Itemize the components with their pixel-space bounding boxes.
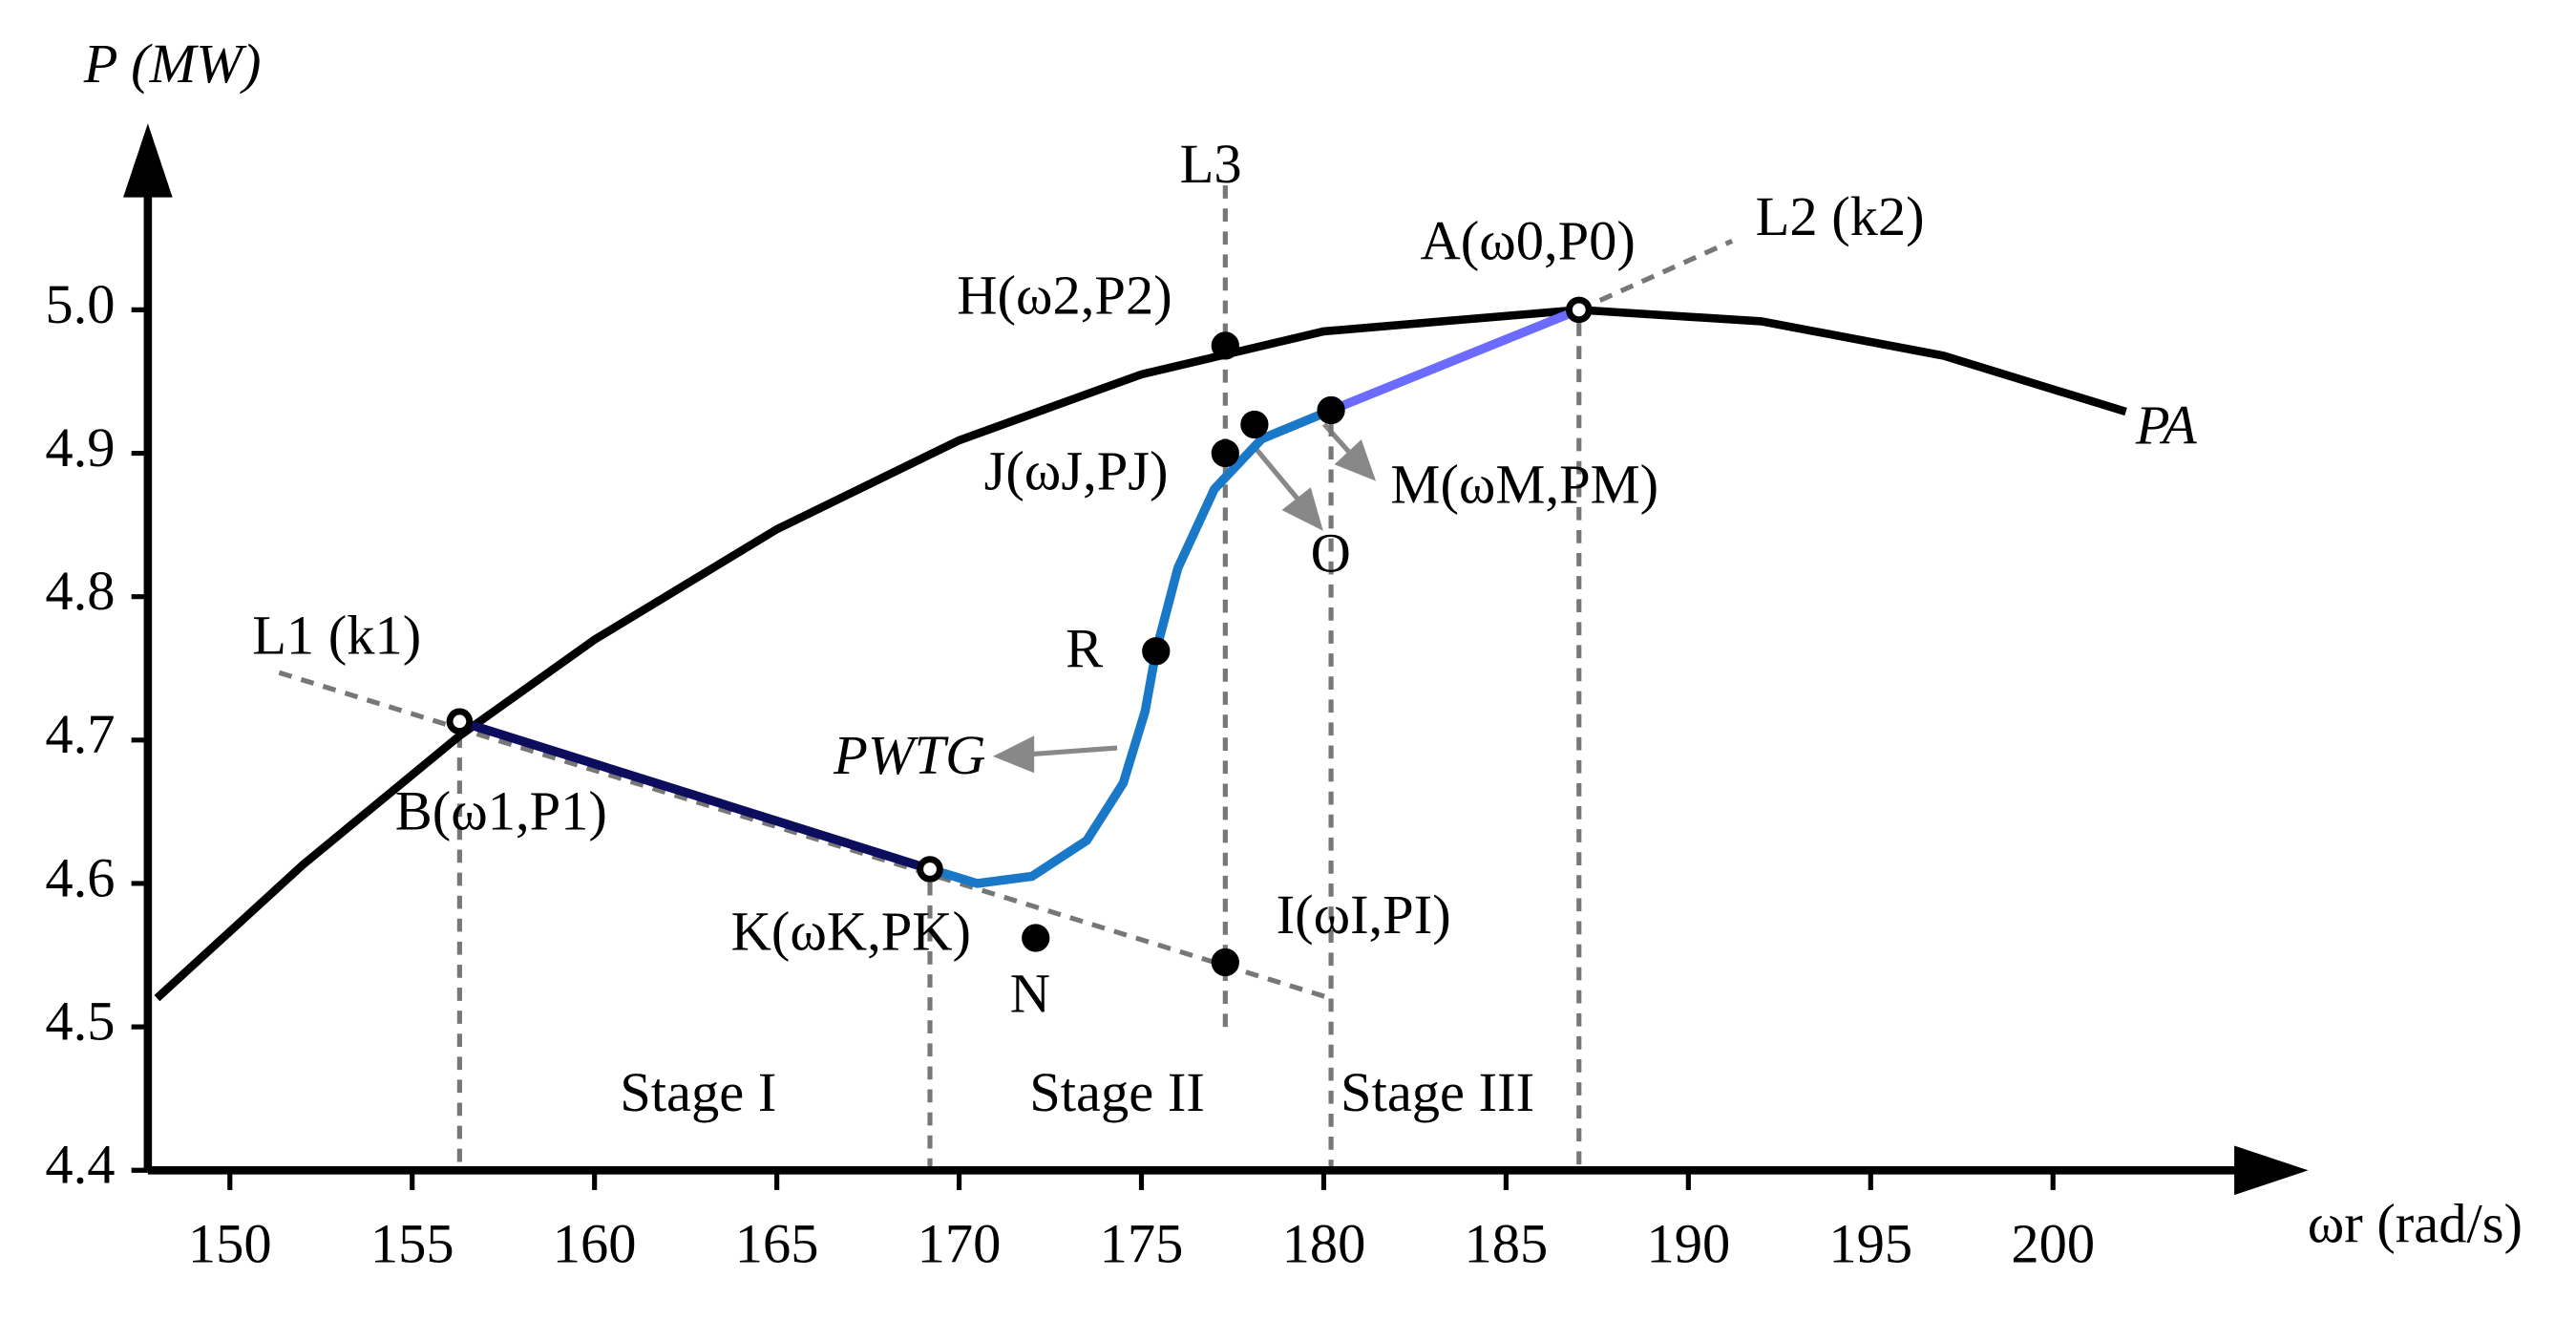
series-line	[1329, 306, 1581, 415]
x-tick-label: 190	[1646, 1212, 1730, 1274]
series-line	[457, 716, 932, 874]
point	[917, 856, 943, 883]
reference-label: L2 (k2)	[1756, 185, 1925, 247]
x-tick-label: 165	[735, 1212, 819, 1274]
y-tick-label: 4.5	[45, 990, 115, 1053]
stage-label: Stage I	[620, 1061, 776, 1123]
x-tick-label: 155	[370, 1212, 454, 1274]
reference-label: L1 (k1)	[252, 605, 421, 667]
point	[1142, 637, 1171, 666]
y-tick-label: 4.8	[45, 560, 115, 622]
x-tick-label: 160	[553, 1212, 637, 1274]
point	[1022, 924, 1050, 952]
stage-label: Stage II	[1029, 1061, 1205, 1123]
y-axis-arrow	[123, 123, 173, 198]
x-tick-label: 175	[1100, 1212, 1184, 1274]
y-tick-label: 5.0	[45, 273, 115, 335]
point	[446, 708, 474, 735]
x-axis-label: ωr (rad/s)	[2308, 1193, 2523, 1255]
point-label: N	[1010, 963, 1050, 1025]
point-label: K(ωK,PK)	[731, 900, 971, 962]
y-tick-label: 4.7	[45, 703, 115, 765]
y-tick-label: 4.9	[45, 416, 115, 479]
y-tick-label: 4.6	[45, 846, 115, 908]
point-label: A(ω0,P0)	[1421, 210, 1636, 272]
y-axis-label: P (MW)	[83, 32, 262, 95]
reference-line	[1577, 238, 1734, 312]
x-tick-label: 200	[2011, 1212, 2095, 1274]
point	[1211, 438, 1239, 468]
x-tick-label: 185	[1465, 1212, 1549, 1274]
point-label: O	[1311, 522, 1351, 585]
point-label: I(ωI,PI)	[1277, 884, 1451, 946]
x-tick-label: 195	[1828, 1212, 1912, 1274]
point	[1317, 395, 1345, 425]
x-tick-label: 180	[1282, 1212, 1366, 1274]
point-label: J(ωJ,PJ)	[984, 440, 1169, 502]
y-tick-label: 4.4	[45, 1134, 115, 1196]
stage-label: Stage III	[1341, 1061, 1534, 1123]
x-tick-label: 150	[188, 1212, 272, 1274]
point-label: R	[1066, 617, 1103, 679]
point	[1240, 410, 1269, 439]
point	[1211, 331, 1239, 360]
reference-label: L3	[1180, 133, 1242, 195]
series-line	[928, 406, 1333, 888]
series-line	[154, 306, 2127, 1002]
point-label: B(ω1,P1)	[395, 780, 607, 842]
x-axis-arrow	[2234, 1145, 2309, 1196]
series-label: PA	[2135, 394, 2197, 456]
arrows	[992, 422, 1377, 774]
point-label: M(ωM,PM)	[1390, 453, 1658, 515]
point	[1565, 296, 1593, 324]
point	[1211, 947, 1239, 977]
series-label: PWTG	[833, 724, 985, 786]
point-label: H(ω2,P2)	[957, 264, 1172, 326]
x-tick-label: 170	[918, 1212, 1002, 1274]
